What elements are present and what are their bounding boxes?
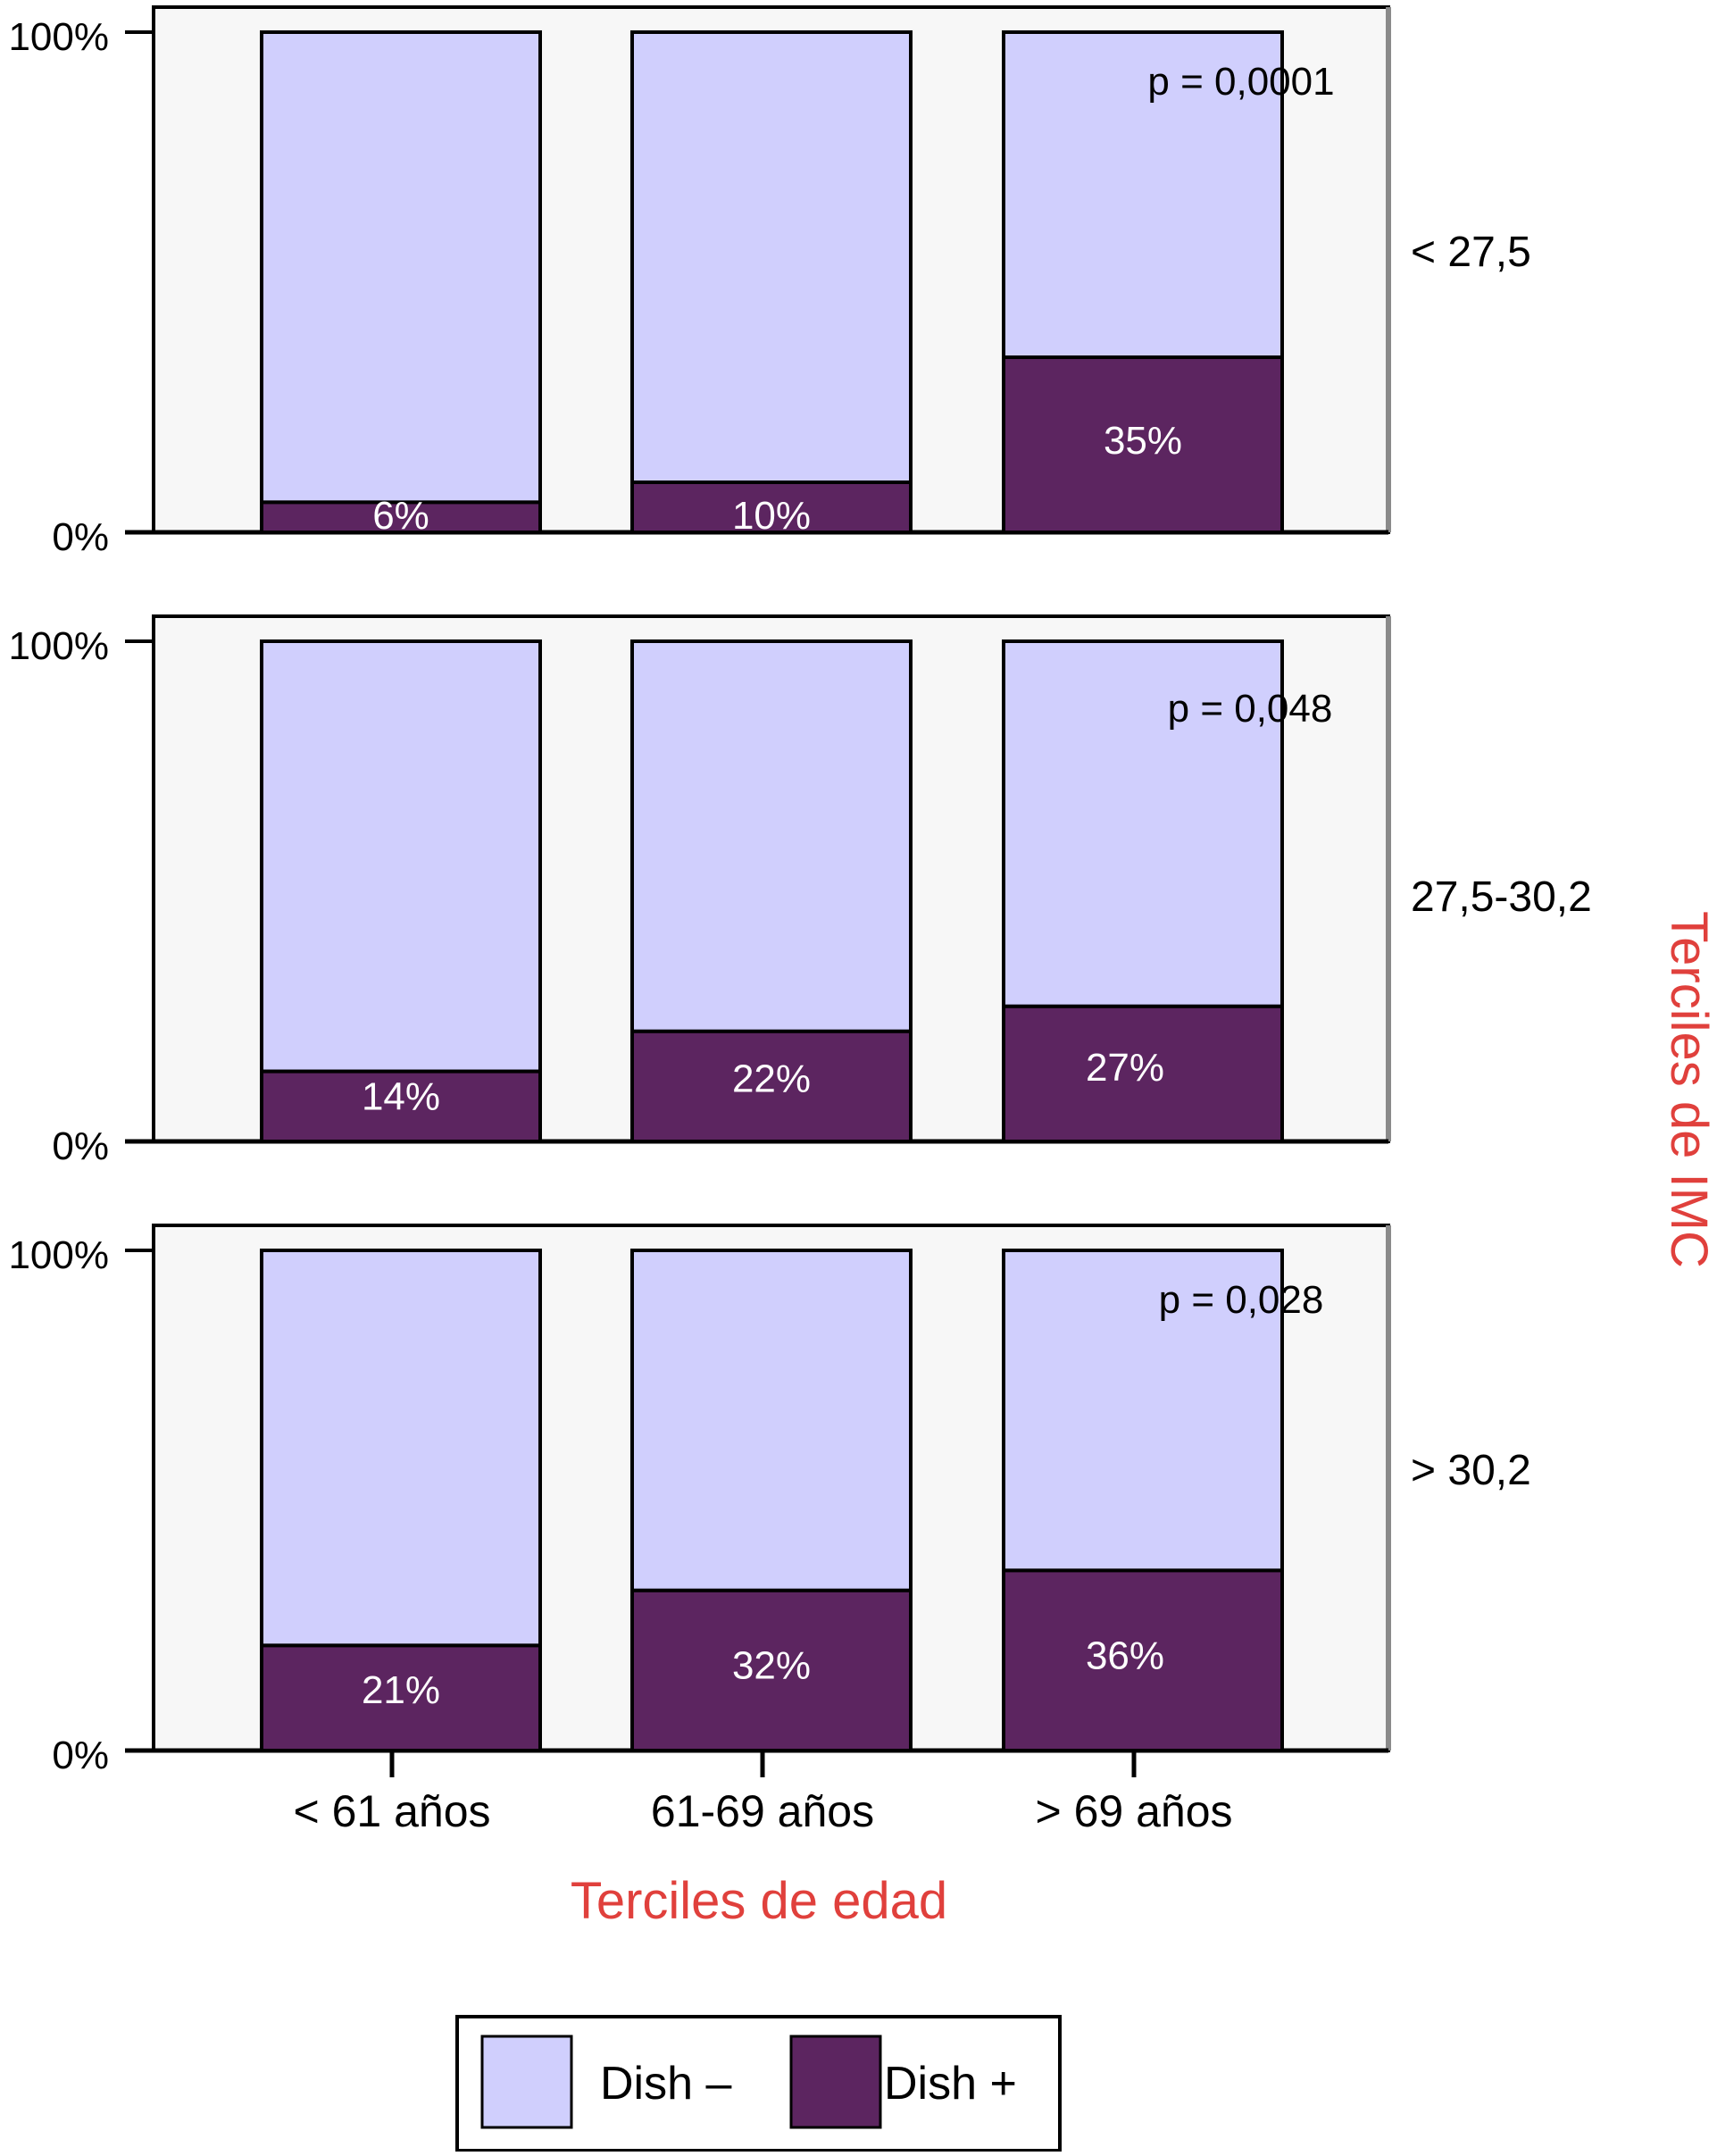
p-value-label: p = 0,0001 <box>1147 60 1334 104</box>
legend-swatch <box>789 2035 882 2129</box>
bar-value-label: 21% <box>362 1668 440 1712</box>
bar-dish-plus <box>260 1069 542 1143</box>
y-tick-label-0: 0% <box>52 1124 109 1168</box>
bar-dish-plus <box>1002 1568 1284 1753</box>
row-label: < 27,5 <box>1411 229 1531 276</box>
panel-2: 100% 0% 14% 22% 27% p = 0,048 27,5-30,2 <box>8 614 1592 1168</box>
bar-dish-plus <box>260 1643 542 1753</box>
panel-3: 100% 0% 21% 32% 36% p = 0,028 > 30,2 <box>8 1224 1531 1777</box>
chart-panels: 100% 0% 6% 10% 35% p = 0,0001 < 27,5 100% 0% 14% 2… <box>8 5 1592 1777</box>
legend-swatch <box>480 2035 573 2129</box>
y-tick-label-0: 0% <box>52 515 109 559</box>
bar-value-label: 27% <box>1086 1046 1164 1090</box>
bar-dish-plus <box>630 1029 913 1144</box>
bar-value-label: 22% <box>732 1057 811 1101</box>
bar-dish-minus <box>630 1249 913 1592</box>
bar-dish-minus <box>1002 30 1284 359</box>
p-value-label: p = 0,048 <box>1168 687 1333 731</box>
bar-dish-plus <box>1002 1004 1284 1144</box>
bar-dish-plus <box>630 1588 913 1753</box>
bar-dish-plus <box>260 500 542 535</box>
bar-dish-plus <box>630 481 913 534</box>
y-tick-label-100: 100% <box>8 624 109 668</box>
bar-dish-minus <box>630 30 913 484</box>
bar-value-label: 36% <box>1086 1634 1164 1677</box>
bar-value-label: 35% <box>1104 419 1182 463</box>
y-tick-label-0: 0% <box>52 1734 109 1777</box>
bar-dish-minus <box>1002 1249 1284 1573</box>
bar-dish-minus <box>260 1249 542 1648</box>
bar-dish-plus <box>1002 355 1284 534</box>
bar-dish-minus <box>260 639 542 1074</box>
row-label: 27,5-30,2 <box>1411 873 1592 921</box>
legend-label: Dish – <box>600 2058 731 2110</box>
x-tick-label: < 61 años <box>293 1786 490 1836</box>
bar-value-label: 14% <box>362 1075 440 1119</box>
p-value-label: p = 0,028 <box>1159 1278 1324 1322</box>
x-tick-label: > 69 años <box>1035 1786 1232 1836</box>
bar-dish-minus <box>630 639 913 1033</box>
bar-value-label: 6% <box>372 494 429 538</box>
x-tick-label: 61-69 años <box>651 1786 874 1836</box>
y-axis-title: Terciles de IMC <box>1660 911 1717 1268</box>
legend-label: Dish + <box>884 2058 1017 2110</box>
legend: Dish – Dish + <box>455 2015 1062 2152</box>
bar-value-label: 32% <box>732 1643 811 1687</box>
y-tick-label-100: 100% <box>8 15 109 59</box>
row-label: > 30,2 <box>1411 1447 1531 1494</box>
bar-value-label: 10% <box>732 494 811 538</box>
panel-1: 100% 0% 6% 10% 35% p = 0,0001 < 27,5 <box>8 5 1531 559</box>
bar-dish-minus <box>260 30 542 505</box>
x-axis-title: Terciles de edad <box>571 1872 947 1930</box>
x-axis: < 61 años 61-69 años > 69 años <box>293 1751 1233 1836</box>
y-tick-label-100: 100% <box>8 1233 109 1277</box>
